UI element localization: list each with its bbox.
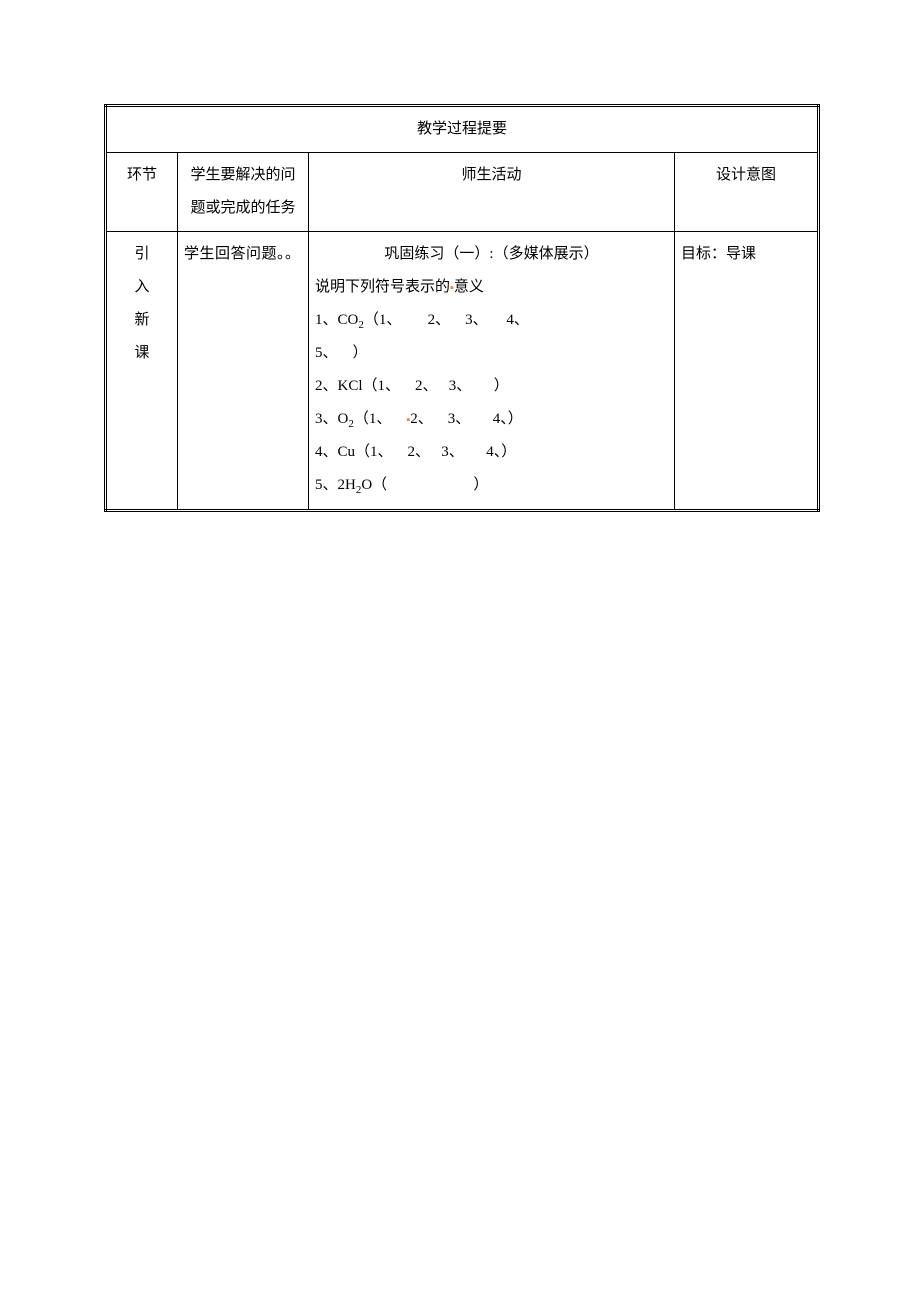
- activity-line-1: 巩固练习（一）:（多媒体展示）: [315, 238, 668, 271]
- body-activity: 巩固练习（一）:（多媒体展示） 说明下列符号表示的▪意义 1、CO2（1、 2、…: [309, 232, 675, 511]
- body-stage: 引 入 新 课: [106, 232, 178, 511]
- activity-line-2: 说明下列符号表示的▪意义: [315, 271, 668, 304]
- activity-line-5: 2、KCl（1、 2、 3、 ）: [315, 370, 668, 403]
- table-body-row: 引 入 新 课 学生回答问题。。 巩固练习（一）:（多媒体展示） 说明下列符号表…: [106, 232, 819, 511]
- stage-char: 课: [134, 337, 149, 370]
- table-header-row: 环节 学生要解决的问题或完成的任务 师生活动 设计意图: [106, 153, 819, 232]
- activity-line-8: 5、2H2O（ ）: [315, 469, 668, 502]
- header-task: 学生要解决的问题或完成的任务: [178, 153, 309, 232]
- activity-line-7: 4、Cu（1、 2、 3、 4、）: [315, 436, 668, 469]
- lesson-plan-table: 教学过程提要 环节 学生要解决的问题或完成的任务 师生活动 设计意图 引 入 新…: [104, 104, 820, 512]
- stage-char: 入: [134, 271, 149, 304]
- stage-char: 引: [134, 238, 149, 271]
- body-task: 学生回答问题。。: [178, 232, 309, 511]
- header-activity: 师生活动: [309, 153, 675, 232]
- header-stage: 环节: [106, 153, 178, 232]
- table-title-row: 教学过程提要: [106, 106, 819, 153]
- table-title: 教学过程提要: [106, 106, 819, 153]
- activity-line-3: 1、CO2（1、 2、 3、 4、: [315, 304, 668, 337]
- activity-line-6: 3、O2（1、 ▪2、 3、 4、）: [315, 403, 668, 436]
- header-intent: 设计意图: [675, 153, 819, 232]
- activity-line-4: 5、 ）: [315, 337, 668, 370]
- stage-char: 新: [134, 304, 149, 337]
- body-intent: 目标：导课: [675, 232, 819, 511]
